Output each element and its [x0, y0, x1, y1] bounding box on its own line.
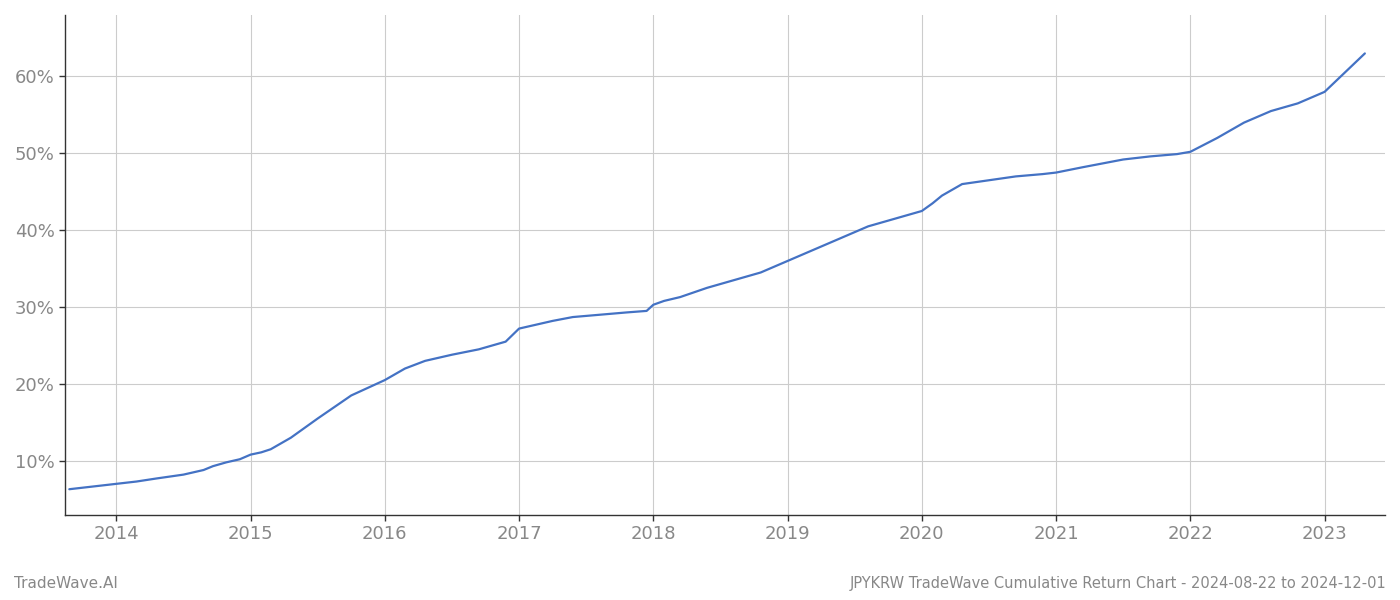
Text: TradeWave.AI: TradeWave.AI [14, 576, 118, 591]
Text: JPYKRW TradeWave Cumulative Return Chart - 2024-08-22 to 2024-12-01: JPYKRW TradeWave Cumulative Return Chart… [850, 576, 1386, 591]
